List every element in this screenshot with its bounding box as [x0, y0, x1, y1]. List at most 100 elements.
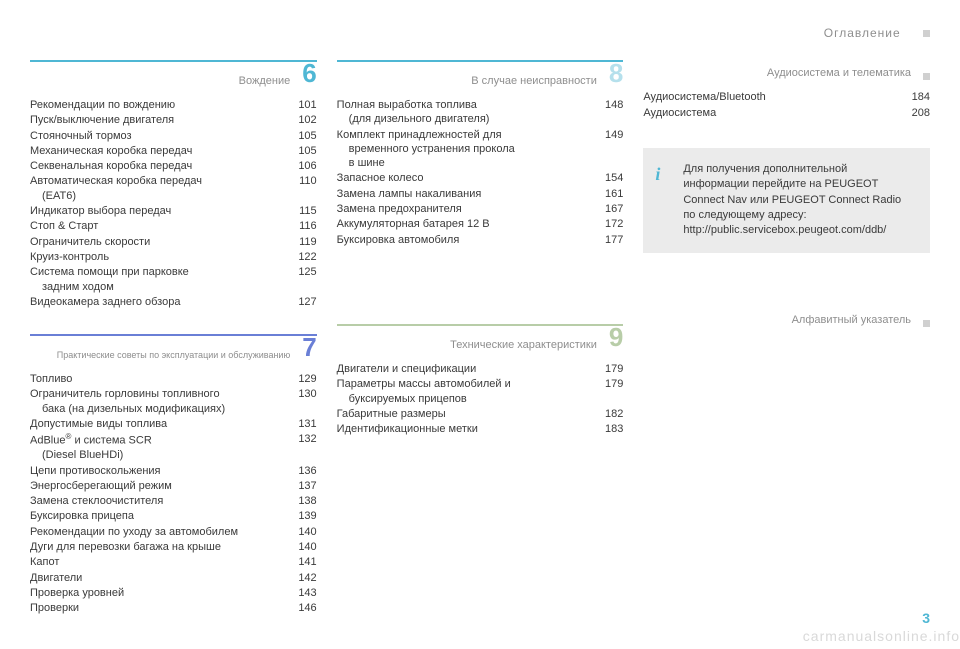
toc-item[interactable]: Полная выработка топлива(для дизельного … — [337, 98, 624, 127]
toc-item-page: 129 — [285, 372, 317, 386]
toc-item-label: Допустимые виды топлива — [30, 417, 285, 431]
toc-item[interactable]: Энергосберегающий режим137 — [30, 479, 317, 493]
toc-item[interactable]: Капот141 — [30, 555, 317, 569]
toc-item-page: 184 — [898, 90, 930, 104]
toc-item[interactable]: Габаритные размеры182 — [337, 407, 624, 421]
column-2: В случае неисправности 8 Полная выработк… — [337, 60, 624, 617]
toc-item[interactable]: Параметры массы автомобилей ибуксируемых… — [337, 377, 624, 406]
toc-item-label: Рекомендации по уходу за автомобилем — [30, 525, 285, 539]
toc-item[interactable]: AdBlue® и система SCR(Diesel BlueHDi)132 — [30, 432, 317, 462]
toc-item-page: 138 — [285, 494, 317, 508]
toc-item[interactable]: Допустимые виды топлива131 — [30, 417, 317, 431]
toc-item-label: Аудиосистема — [643, 106, 898, 120]
toc-item-label: Аккумуляторная батарея 12 В — [337, 217, 592, 231]
toc-item[interactable]: Идентификационные метки183 — [337, 422, 624, 436]
toc-item-label: Двигатели и спецификации — [337, 362, 592, 376]
toc-item[interactable]: Рекомендации по уходу за автомобилем140 — [30, 525, 317, 539]
section-9-number: 9 — [609, 324, 623, 350]
toc-item[interactable]: Буксировка автомобиля177 — [337, 233, 624, 247]
toc-item-label: Полная выработка топлива(для дизельного … — [337, 98, 592, 127]
toc-item[interactable]: Комплект принадлежностей длявременного у… — [337, 128, 624, 171]
toc-item-page: 172 — [591, 217, 623, 231]
toc-item[interactable]: Замена лампы накаливания161 — [337, 187, 624, 201]
toc-item-label: Ограничитель горловины топливногобака (н… — [30, 387, 285, 416]
toc-item[interactable]: Автоматическая коробка передач(EAT6)110 — [30, 174, 317, 203]
toc-item-label: Буксировка автомобиля — [337, 233, 592, 247]
toc-item-label: Система помощи при парковкезадним ходом — [30, 265, 285, 294]
toc-item-page: 122 — [285, 250, 317, 264]
toc-item[interactable]: Цепи противоскольжения136 — [30, 464, 317, 478]
toc-item-label: Секвенальная коробка передач — [30, 159, 285, 173]
toc-item[interactable]: Стоп & Старт116 — [30, 219, 317, 233]
toc-item-page: 146 — [285, 601, 317, 615]
toc-item-page: 102 — [285, 113, 317, 127]
section-8-title: В случае неисправности — [337, 68, 597, 88]
toc-item-label: Аудиосистема/Bluetooth — [643, 90, 898, 104]
toc-item-label: AdBlue® и система SCR(Diesel BlueHDi) — [30, 432, 285, 462]
toc-item-page: 125 — [285, 265, 317, 279]
toc-item[interactable]: Проверки146 — [30, 601, 317, 615]
toc-item[interactable]: Видеокамера заднего обзора127 — [30, 295, 317, 309]
toc-item-label: Рекомендации по вождению — [30, 98, 285, 112]
section-audio-marker — [923, 73, 930, 80]
section-index-marker — [923, 320, 930, 327]
toc-item-label: Автоматическая коробка передач(EAT6) — [30, 174, 285, 203]
toc-item[interactable]: Круиз-контроль122 — [30, 250, 317, 264]
toc-item-page: 115 — [285, 204, 317, 218]
toc-item[interactable]: Буксировка прицепа139 — [30, 509, 317, 523]
toc-item[interactable]: Пуск/выключение двигателя102 — [30, 113, 317, 127]
toc-item-page: 177 — [591, 233, 623, 247]
section-8-head: В случае неисправности 8 — [337, 60, 624, 88]
toc-item[interactable]: Двигатели и спецификации179 — [337, 362, 624, 376]
toc-item[interactable]: Аудиосистема208 — [643, 106, 930, 120]
section-6-title: Вождение — [30, 68, 290, 88]
toc-item[interactable]: Топливо129 — [30, 372, 317, 386]
toc-item[interactable]: Стояночный тормоз105 — [30, 129, 317, 143]
toc-item-page: 142 — [285, 571, 317, 585]
toc-item[interactable]: Проверка уровней143 — [30, 586, 317, 600]
toc-item-page: 110 — [285, 174, 317, 188]
info-icon: i — [655, 162, 660, 187]
toc-item[interactable]: Индикатор выбора передач115 — [30, 204, 317, 218]
toc-item[interactable]: Ограничитель горловины топливногобака (н… — [30, 387, 317, 416]
column-3: Аудиосистема и телематика Аудиосистема/B… — [643, 60, 930, 617]
toc-item[interactable]: Ограничитель скорости119 — [30, 235, 317, 249]
toc-item-label: Замена лампы накаливания — [337, 187, 592, 201]
section-index-head: Алфавитный указатель — [643, 307, 930, 327]
toc-item-page: 101 — [285, 98, 317, 112]
toc-item-page: 183 — [591, 422, 623, 436]
page-number: 3 — [922, 609, 930, 627]
section-7-head: Практические советы по эксплуатации и об… — [30, 334, 317, 362]
toc-item-page: 179 — [591, 362, 623, 376]
header-title: Оглавление — [824, 26, 901, 40]
page-content: Вождение 6 Рекомендации по вождению101Пу… — [0, 0, 960, 617]
toc-item[interactable]: Запасное колесо154 — [337, 171, 624, 185]
toc-item-page: 119 — [285, 235, 317, 249]
toc-item[interactable]: Рекомендации по вождению101 — [30, 98, 317, 112]
toc-item-page: 208 — [898, 106, 930, 120]
toc-item-label: Замена предохранителя — [337, 202, 592, 216]
toc-item[interactable]: Аккумуляторная батарея 12 В172 — [337, 217, 624, 231]
toc-item-label: Видеокамера заднего обзора — [30, 295, 285, 309]
toc-item[interactable]: Механическая коробка передач105 — [30, 144, 317, 158]
toc-item-label: Цепи противоскольжения — [30, 464, 285, 478]
toc-item-label: Круиз-контроль — [30, 250, 285, 264]
toc-item[interactable]: Секвенальная коробка передач106 — [30, 159, 317, 173]
toc-item[interactable]: Замена стеклоочистителя138 — [30, 494, 317, 508]
toc-item-page: 141 — [285, 555, 317, 569]
toc-item-label: Параметры массы автомобилей ибуксируемых… — [337, 377, 592, 406]
section-7-list: Топливо129Ограничитель горловины топливн… — [30, 372, 317, 615]
toc-item[interactable]: Аудиосистема/Bluetooth184 — [643, 90, 930, 104]
toc-item[interactable]: Замена предохранителя167 — [337, 202, 624, 216]
toc-item-page: 132 — [285, 432, 317, 446]
toc-item[interactable]: Двигатели142 — [30, 571, 317, 585]
toc-item-page: 127 — [285, 295, 317, 309]
toc-item-page: 154 — [591, 171, 623, 185]
section-7-title: Практические советы по эксплуатации и об… — [30, 344, 290, 362]
toc-item-label: Замена стеклоочистителя — [30, 494, 285, 508]
section-8-list: Полная выработка топлива(для дизельного … — [337, 98, 624, 247]
toc-item-page: 106 — [285, 159, 317, 173]
toc-item[interactable]: Система помощи при парковкезадним ходом1… — [30, 265, 317, 294]
toc-item[interactable]: Дуги для перевозки багажа на крыше140 — [30, 540, 317, 554]
toc-item-label: Индикатор выбора передач — [30, 204, 285, 218]
